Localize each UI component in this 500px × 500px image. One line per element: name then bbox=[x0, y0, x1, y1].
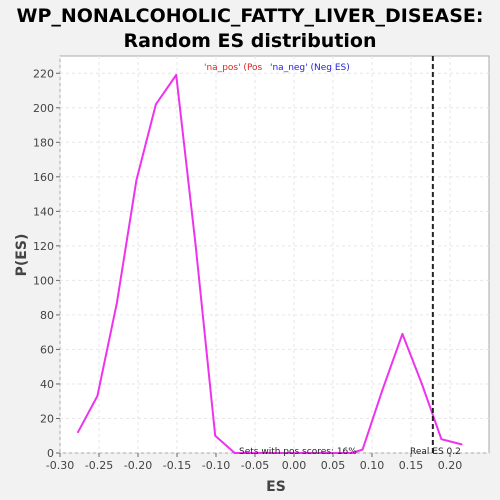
chart-title-line2: Random ES distribution bbox=[123, 30, 376, 52]
plot-area bbox=[59, 55, 490, 454]
es-data-point bbox=[381, 389, 384, 392]
y-tick-label: 40 bbox=[40, 378, 54, 391]
y-tick-label: 20 bbox=[40, 412, 54, 425]
es-data-point bbox=[214, 434, 217, 437]
series-layer bbox=[77, 74, 463, 454]
y-tick-label: 200 bbox=[33, 102, 54, 115]
real-es-annotation: Real ES 0.2 bbox=[410, 447, 461, 457]
es-data-point bbox=[254, 452, 256, 454]
y-tick-label: 220 bbox=[33, 67, 54, 80]
y-tick-label: 120 bbox=[33, 240, 54, 253]
y-tick-label: 80 bbox=[40, 309, 54, 322]
es-data-point bbox=[77, 431, 79, 434]
es-data-point bbox=[351, 452, 354, 454]
es-data-point bbox=[293, 452, 295, 454]
x-tick-label: 0.15 bbox=[399, 459, 424, 472]
x-tick-label: 0.05 bbox=[321, 459, 346, 472]
es-data-point bbox=[421, 383, 423, 385]
legend-pos-label: 'na_pos' (Pos bbox=[204, 63, 263, 73]
y-tick-label: 160 bbox=[33, 171, 54, 184]
es-data-point bbox=[361, 448, 364, 451]
chart-title-line1: WP_NONALCOHOLIC_FATTY_LIVER_DISEASE: bbox=[16, 5, 483, 27]
x-axis-label: ES bbox=[266, 479, 286, 495]
x-tick-label: 0.00 bbox=[282, 459, 307, 472]
es-data-point bbox=[135, 179, 138, 182]
axes: -0.30 -0.25 -0.20 -0.15 -0.10 -0.05 0.00 0.05 0.… bbox=[33, 67, 462, 472]
x-tick-label: 0.10 bbox=[360, 459, 385, 472]
x-tick-label: -0.20 bbox=[124, 459, 152, 472]
legend-neg-label: 'na_neg' (Neg ES) bbox=[270, 63, 350, 73]
es-data-point bbox=[96, 395, 99, 397]
x-tick-label: -0.25 bbox=[85, 459, 113, 472]
x-tick-label: -0.15 bbox=[163, 459, 191, 472]
y-tick-label: 0 bbox=[47, 447, 54, 460]
grid-lines bbox=[59, 56, 489, 454]
x-tick-label: -0.05 bbox=[241, 459, 269, 472]
es-data-point bbox=[116, 301, 118, 304]
x-tick-label: -0.30 bbox=[46, 459, 74, 472]
y-tick-label: 60 bbox=[40, 343, 54, 356]
y-tick-label: 140 bbox=[33, 205, 54, 218]
es-data-point bbox=[312, 452, 315, 454]
x-tick-label: -0.10 bbox=[202, 459, 230, 472]
y-tick-label: 100 bbox=[33, 274, 54, 287]
es-data-point bbox=[460, 443, 463, 446]
y-tick-label: 180 bbox=[33, 136, 54, 149]
pos-scores-annotation: Sets with pos scores: 16% bbox=[239, 447, 357, 457]
es-data-point bbox=[440, 438, 443, 441]
es-data-point bbox=[175, 74, 178, 76]
es-data-point bbox=[332, 452, 334, 454]
es-data-point bbox=[273, 452, 276, 454]
es-data-point bbox=[155, 103, 157, 106]
y-axis-label: P(ES) bbox=[14, 234, 30, 277]
es-data-point bbox=[401, 333, 404, 335]
x-tick-label: 0.20 bbox=[438, 459, 463, 472]
es-data-point bbox=[194, 244, 197, 247]
es-data-point bbox=[233, 452, 236, 454]
